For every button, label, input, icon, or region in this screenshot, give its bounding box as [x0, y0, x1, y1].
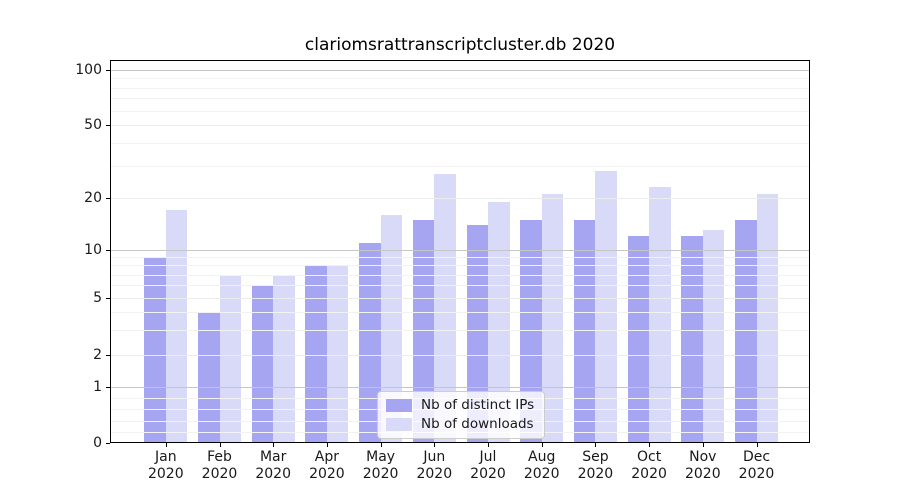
legend-label-downloads: Nb of downloads	[421, 416, 534, 432]
bar-downloads	[165, 210, 188, 443]
y-tick-label: 100	[75, 62, 102, 78]
bar-downloads	[219, 274, 241, 443]
chart-title: clariomsrattranscriptcluster.db 2020	[304, 35, 616, 55]
x-axis-tick	[756, 443, 758, 447]
x-tick-label: Oct 2020	[631, 449, 667, 482]
x-tick-label: Nov 2020	[684, 449, 721, 482]
x-tick-label: Jul 2020	[470, 449, 506, 482]
gridline	[111, 198, 809, 199]
bar-downloads	[434, 174, 456, 443]
gridline-minor	[111, 78, 809, 80]
bar-distinct-ips	[627, 236, 650, 443]
y-axis-tick	[106, 198, 110, 199]
legend-swatch-downloads	[386, 417, 412, 431]
x-axis-tick	[273, 443, 275, 447]
x-axis-tick	[380, 443, 382, 447]
gridline-minor	[111, 329, 809, 331]
gridline-minor	[111, 285, 809, 287]
x-axis-tick	[326, 443, 328, 447]
x-axis-tick	[488, 443, 489, 447]
y-axis-tick	[106, 298, 110, 299]
gridline-major	[111, 70, 809, 71]
bar-downloads	[273, 274, 295, 443]
x-axis-tick	[434, 443, 436, 447]
x-tick-label: Aug 2020	[523, 449, 560, 482]
y-tick-label: 2	[93, 347, 102, 363]
gridline-minor	[111, 274, 809, 276]
y-axis-tick	[106, 387, 110, 388]
gridline	[111, 125, 809, 126]
legend-item-downloads: Nb of downloads	[386, 416, 534, 432]
x-tick-label: Apr 2020	[309, 449, 345, 482]
y-axis-tick	[106, 125, 110, 126]
bar-downloads	[488, 201, 510, 443]
legend-swatch-distinct-ips	[386, 398, 412, 412]
y-tick-label: 50	[84, 117, 102, 133]
gridline-minor	[111, 311, 809, 313]
gridline-minor	[111, 142, 809, 144]
legend: Nb of distinct IPs Nb of downloads	[377, 391, 546, 439]
bar-distinct-ips	[144, 257, 166, 443]
y-axis-tick	[106, 70, 110, 71]
x-axis-tick	[595, 443, 597, 447]
x-tick-label: Mar 2020	[255, 449, 291, 482]
x-tick-label: Feb 2020	[201, 449, 238, 482]
x-tick-label: Dec 2020	[738, 449, 775, 482]
bar-downloads	[756, 194, 778, 443]
x-tick-label: May 2020	[362, 449, 399, 482]
bar-downloads	[541, 194, 564, 443]
bar-distinct-ips	[198, 311, 220, 443]
bar-downloads	[649, 186, 671, 443]
gridline-minor	[111, 257, 809, 259]
gridline-major	[111, 387, 809, 388]
x-tick-label: Sep 2020	[577, 449, 614, 482]
x-axis-tick	[541, 443, 543, 447]
legend-item-distinct-ips: Nb of distinct IPs	[386, 397, 534, 413]
gridline-minor	[111, 165, 809, 167]
y-tick-label: 0	[93, 435, 102, 451]
bar-distinct-ips	[466, 224, 488, 443]
y-tick-label: 5	[93, 290, 102, 306]
x-axis-tick	[702, 443, 704, 447]
legend-label-distinct-ips: Nb of distinct IPs	[421, 397, 535, 413]
x-tick-label: Jan 2020	[147, 449, 184, 482]
bar-distinct-ips	[359, 242, 381, 443]
bar-distinct-ips	[251, 285, 274, 443]
y-axis-tick	[106, 250, 110, 251]
x-tick-label: Jun 2020	[416, 449, 453, 482]
gridline-minor	[111, 87, 809, 89]
y-tick-label: 1	[93, 379, 102, 395]
gridline	[111, 355, 809, 356]
x-axis-tick	[649, 443, 651, 447]
gridline	[111, 298, 809, 299]
x-axis-tick	[219, 443, 221, 447]
x-axis-tick	[165, 443, 167, 447]
y-tick-label: 10	[84, 242, 102, 258]
bar-distinct-ips	[681, 236, 703, 443]
y-tick-label: 20	[84, 190, 102, 206]
bar-downloads	[595, 171, 617, 443]
y-axis-tick	[106, 443, 110, 444]
y-axis-tick	[106, 355, 110, 356]
bar-downloads	[380, 214, 403, 443]
gridline-major	[111, 250, 809, 251]
gridline-minor	[111, 98, 809, 100]
bar-downloads	[702, 230, 725, 443]
gridline-minor	[111, 110, 809, 112]
gridline-minor	[111, 265, 809, 267]
